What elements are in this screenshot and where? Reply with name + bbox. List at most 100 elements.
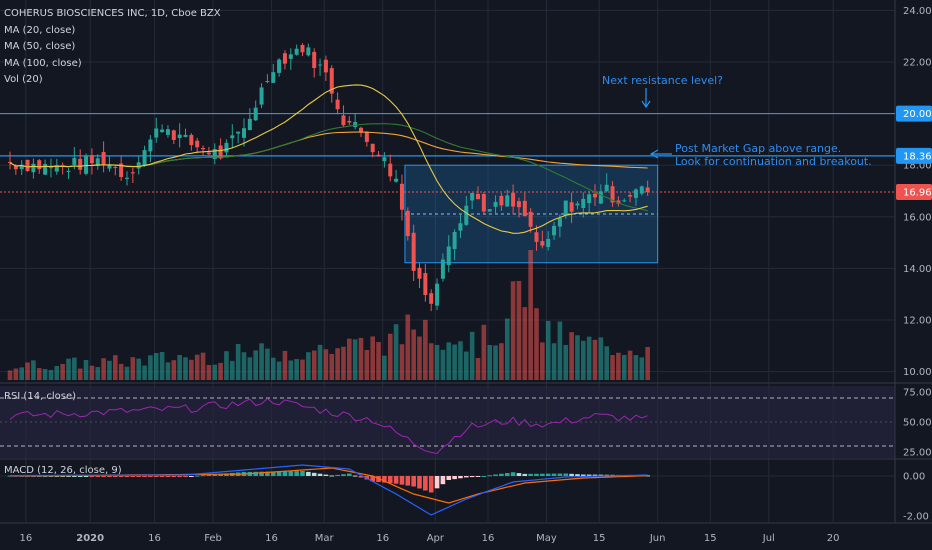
candle-body (452, 231, 457, 250)
volume-bar (393, 324, 399, 380)
volume-bar (113, 355, 118, 380)
macd-histogram-bar (282, 471, 288, 476)
candle-body (119, 163, 124, 178)
candle-body (552, 225, 557, 236)
macd-histogram-bar (399, 476, 405, 485)
candle-body (639, 186, 644, 194)
volume-bar (616, 352, 621, 380)
macd-histogram-bar (475, 476, 481, 477)
ma50-legend[interactable]: MA (50, close) (4, 41, 76, 52)
candle-body (318, 64, 323, 66)
candle-body (429, 293, 434, 304)
candle-body (282, 53, 287, 64)
volume-bar (434, 344, 440, 380)
macd-histogram-bar (499, 473, 504, 476)
volume-bar (469, 331, 475, 380)
candle-body (487, 209, 492, 212)
ma20-legend[interactable]: MA (20, close) (4, 24, 76, 36)
resistance-annotation[interactable]: Next resistance level? (602, 74, 724, 87)
volume-bar (329, 353, 335, 380)
rsi-tick-label: 50.00 (903, 418, 932, 429)
macd-histogram-bar (522, 473, 528, 476)
candle-body (598, 191, 603, 204)
candle-body (236, 131, 241, 134)
price-label-text: 18.36 (903, 151, 932, 162)
candle-body (405, 210, 410, 237)
macd-histogram-bar (493, 474, 498, 476)
macd-histogram-bar (592, 474, 598, 476)
macd-histogram-bar (347, 473, 352, 476)
candle-body (353, 122, 358, 128)
macd-histogram-bar (423, 476, 428, 491)
macd-histogram-bar (165, 476, 171, 477)
volume-bar (159, 351, 165, 380)
volume-bar (142, 365, 147, 380)
candle-body (19, 164, 24, 170)
gap-annotation[interactable]: Post Market Gap above range. Look for co… (675, 142, 872, 168)
candle-body (359, 127, 363, 132)
candle-body (323, 59, 328, 73)
x-tick-label: Jun (649, 533, 666, 544)
candle-body (376, 154, 381, 157)
candle-body (423, 273, 428, 296)
volume-bar (499, 343, 504, 380)
macd-histogram-bar (551, 473, 557, 476)
volume-bar (481, 324, 487, 380)
rsi-label[interactable]: RSI (14, close) (4, 391, 77, 402)
candle-body (84, 155, 89, 174)
candle-body (604, 184, 609, 192)
macd-histogram-bar (153, 476, 159, 477)
x-tick-label: 16 (265, 533, 278, 544)
price-tick-label: 18.00 (903, 161, 932, 172)
candle-body (458, 223, 463, 231)
volume-bar (557, 321, 563, 380)
candle-body (130, 172, 135, 174)
x-tick-label: 16 (376, 533, 389, 544)
candle-body (522, 200, 527, 217)
volume-bar (31, 360, 36, 380)
volume-bar (522, 307, 528, 380)
macd-histogram-bar (434, 476, 440, 489)
macd-histogram-bar (575, 474, 580, 476)
volume-bar (218, 362, 223, 380)
macd-histogram-bar (206, 474, 212, 476)
ma100-legend[interactable]: MA (100, close) (4, 57, 82, 69)
volume-bar (89, 365, 95, 380)
resistance-arrow (641, 88, 651, 109)
volume-bar (323, 349, 329, 380)
volume-bar (300, 359, 305, 380)
volume-bar (270, 357, 276, 380)
candle-body (528, 211, 533, 227)
volume-bar (317, 344, 323, 380)
volume-bar (200, 352, 206, 380)
macd-histogram-bar (393, 476, 399, 484)
candle-body (470, 192, 475, 201)
macd-histogram-bar (487, 475, 492, 477)
macd-histogram-bar (288, 471, 294, 476)
macd-histogram-bar (352, 475, 358, 477)
price-tick-label: 24.00 (903, 6, 932, 17)
macd-histogram-bar (212, 474, 218, 476)
candle-body (476, 193, 480, 200)
volume-bar (458, 341, 463, 380)
macd-label[interactable]: MACD (12, 26, close, 9) (4, 465, 122, 476)
volume-bar (563, 344, 569, 380)
macd-histogram-bar (481, 476, 487, 477)
price-label-box (896, 184, 932, 201)
candle-body (8, 161, 12, 163)
candle-body (72, 158, 77, 165)
macd-histogram-bar (569, 473, 574, 476)
volume-bar (633, 355, 639, 380)
macd-histogram-bar (335, 474, 340, 476)
price-label-box (896, 147, 932, 164)
candle-body (306, 47, 311, 56)
macd-tick-label: -2.00 (903, 512, 929, 523)
volume-legend[interactable]: Vol (20) (4, 74, 43, 85)
macd-histogram-bar (194, 475, 200, 477)
ma20-line (9, 84, 648, 234)
candle-body (435, 283, 440, 306)
macd-histogram-bar (534, 473, 539, 476)
gap-arrow (649, 149, 672, 159)
volume-bar (124, 366, 130, 380)
macd-histogram-bar (171, 476, 177, 477)
